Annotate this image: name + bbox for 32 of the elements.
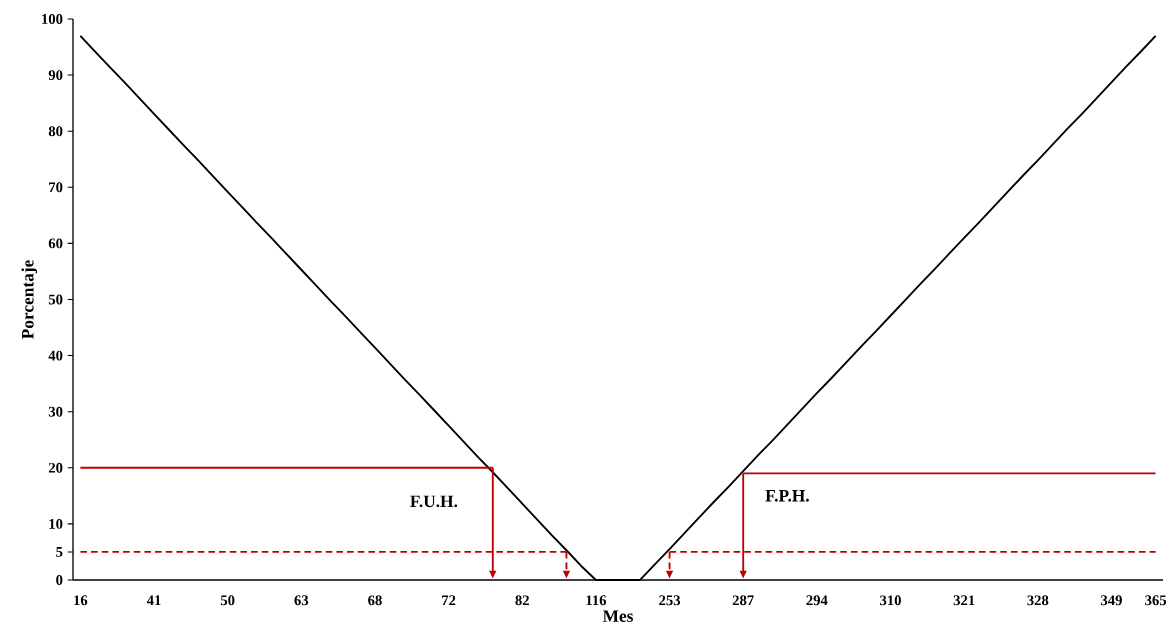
y-tick-label: 10: [49, 518, 63, 529]
x-tick-label: 321: [953, 595, 975, 606]
y-tick-label: 50: [48, 294, 63, 305]
x-tick-label: 82: [515, 595, 529, 606]
x-tick-label: 63: [294, 595, 309, 606]
y-tick-label: 80: [48, 126, 63, 137]
x-tick-label: 116: [586, 595, 607, 606]
y-axis-title: Porcentaje: [21, 260, 38, 339]
x-tick-label: 16: [74, 595, 88, 606]
x-tick-label: 287: [732, 595, 754, 606]
x-tick-label: 72: [442, 595, 456, 606]
x-axis-title: Mes: [602, 610, 633, 622]
x-tick-label: 68: [368, 595, 382, 606]
y-tick-label: 60: [48, 238, 63, 249]
y-tick-label: 40: [48, 350, 63, 361]
y-tick-label: 0: [56, 575, 63, 585]
x-tick-label: 294: [806, 595, 828, 606]
x-tick-label: 365: [1145, 595, 1167, 606]
y-tick-label: 90: [48, 70, 63, 81]
y-tick-label: 30: [48, 406, 63, 417]
x-tick-label: 310: [880, 595, 901, 606]
x-tick-label: 41: [146, 595, 161, 606]
x-tick-label: 328: [1027, 595, 1049, 606]
annotation: F.U.H.: [410, 495, 458, 508]
annotation: F.P.H.: [765, 490, 809, 502]
y-tick-label: 100: [42, 14, 63, 24]
x-tick-label: 50: [220, 595, 235, 606]
y-tick-label: 20: [48, 462, 63, 473]
x-tick-label: 349: [1100, 595, 1122, 606]
y-tick-label: 70: [49, 182, 63, 193]
x-tick-label: 253: [659, 595, 681, 606]
y-tick-label: 5: [56, 547, 63, 557]
